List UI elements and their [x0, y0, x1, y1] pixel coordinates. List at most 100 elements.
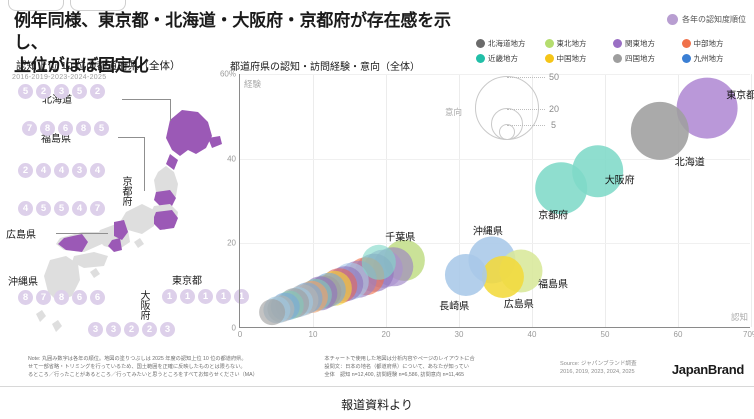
rank-badge: 3 [72, 163, 87, 178]
data-bubble[interactable] [361, 245, 396, 280]
legend-dot-icon [544, 38, 554, 48]
y-axis-tick: 60% [219, 69, 236, 79]
rank-badge: 8 [18, 290, 33, 305]
rank-badge: 2 [142, 322, 157, 337]
browser-tab-strip [8, 0, 126, 11]
size-legend-label: 意向 [445, 107, 463, 117]
legend-item-label: 北海道地方 [488, 38, 526, 48]
browser-tab-1[interactable] [8, 0, 64, 11]
legend-dot-icon [544, 53, 554, 63]
rank-key: 各年の認知度順位 [667, 14, 746, 25]
legend-item-label: 四国地方 [625, 53, 655, 63]
footnote-b-2: 設問文：日本の地名（都道府県）について、あなたが知ってい [324, 364, 469, 371]
y-axis-label: 経験 [244, 79, 262, 89]
footnote-b-3: 全体 認知 n=12,400, 訪問経験 n=6,586, 訪問意向 n=11,… [324, 372, 464, 379]
rank-badge: 3 [54, 84, 69, 99]
legend-item-label: 東北地方 [556, 38, 587, 48]
legend-item-7[interactable]: 九州地方 [681, 51, 749, 65]
rank-badge: 8 [54, 290, 69, 305]
rank-badge: 6 [72, 290, 87, 305]
data-bubble[interactable] [259, 299, 286, 325]
map-label-okinawa: 沖縄県 [8, 277, 38, 288]
x-axis-tick: 50 [600, 330, 610, 339]
rank-badge: 4 [18, 201, 33, 216]
data-bubble[interactable] [630, 101, 689, 161]
rank-badge: 1 [216, 289, 231, 304]
footnote-a-2: せて一部省略・トリミングを行っているため、国土範囲を正確に反映したものとは限らな… [28, 364, 246, 371]
rank-badge: 4 [90, 163, 105, 178]
leader-hokkaido-v [170, 99, 171, 121]
rank-badge: 1 [180, 289, 195, 304]
rank-badge: 5 [94, 121, 109, 136]
legend-item-2[interactable]: 関東地方 [613, 36, 680, 50]
legend-item-label: 関東地方 [625, 38, 655, 48]
legend-dot-icon [681, 38, 691, 48]
map-label-hokkaido: 北海道 [42, 95, 72, 106]
grid-line-horizontal [240, 74, 750, 75]
data-bubble[interactable] [481, 256, 524, 299]
legend-item-label: 近畿地方 [488, 53, 518, 63]
rank-badge: 1 [234, 289, 249, 304]
x-axis-tick: 60 [673, 330, 683, 339]
rank-badge: 4 [54, 163, 69, 178]
bubble-label: 北海道 [674, 157, 705, 169]
legend-dot-icon [476, 38, 485, 48]
legend-item-5[interactable]: 中国地方 [544, 51, 612, 65]
map-label-osaka: 大阪府 [138, 290, 149, 320]
bottom-caption: 報道資料より [0, 390, 754, 419]
bubble-label: 長崎県 [439, 301, 470, 313]
rank-badge: 7 [90, 201, 105, 216]
rank-badge: 7 [36, 290, 51, 305]
bottom-divider [0, 386, 754, 387]
browser-tab-2[interactable] [70, 0, 126, 11]
brand-logo: JapanBrand [671, 362, 744, 377]
footnote-b-1: 本チャートで使用した地図は分析内容やページのレイアウトに合 [324, 356, 475, 362]
legend-item-4[interactable]: 近畿地方 [476, 51, 543, 65]
grid-line-vertical [386, 74, 387, 327]
legend-item-1[interactable]: 東北地方 [544, 36, 612, 50]
legend-item-6[interactable]: 四国地方 [613, 51, 680, 65]
x-axis-tick: 10 [308, 330, 318, 339]
footnote-a-1: Note: 丸囲み数字は各年の順位。地図の塗りつぶしは 2025 年度の認知上位… [28, 356, 247, 362]
grid-line-vertical [751, 74, 752, 327]
x-axis-tick: 40 [527, 330, 537, 339]
rank-badge: 5 [18, 84, 33, 99]
legend-item-label: 中国地方 [556, 53, 587, 63]
y-axis-tick: 20 [227, 238, 236, 248]
source-note: Source: ジャパンブランド調査 2016, 2019, 2023, 202… [560, 360, 637, 377]
rank-badge-icon [667, 14, 678, 25]
bubble-size-legend: 意向 50 20 5 [445, 70, 565, 152]
rank-badge: 5 [72, 84, 87, 99]
grid-line-vertical [313, 74, 314, 327]
rank-badge: 3 [88, 322, 103, 337]
leader-fukushima [118, 137, 144, 138]
legend-item-3[interactable]: 中部地方 [681, 36, 749, 50]
grid-line-vertical [459, 74, 460, 327]
rank-badge: 5 [54, 201, 69, 216]
legend-item-label: 中部地方 [693, 38, 724, 48]
rank-badge: 6 [58, 121, 73, 136]
size-value-50: 50 [549, 72, 560, 82]
x-axis-label: 認知 [730, 312, 748, 322]
japan-map [36, 110, 222, 332]
source-line-2: 2016, 2019, 2023, 2024, 2025 [560, 369, 635, 376]
x-axis-tick: 30 [454, 330, 464, 339]
headline-line-2: 上位がほぼ固定化 [14, 55, 149, 75]
y-axis-tick: 0 [231, 323, 236, 333]
map-label-tokyo: 東京都 [172, 276, 202, 287]
legend-item-0[interactable]: 北海道地方 [476, 36, 543, 50]
leader-hiroshima [56, 233, 108, 234]
legend-dot-icon [681, 53, 691, 63]
map-label-hiroshima: 広島県 [6, 230, 36, 241]
data-bubble[interactable] [535, 162, 587, 215]
data-bubble[interactable] [445, 254, 488, 297]
source-line-1: Source: ジャパンブランド調査 [560, 361, 637, 367]
size-ring-5 [499, 124, 515, 140]
rank-badge: 2 [36, 84, 51, 99]
